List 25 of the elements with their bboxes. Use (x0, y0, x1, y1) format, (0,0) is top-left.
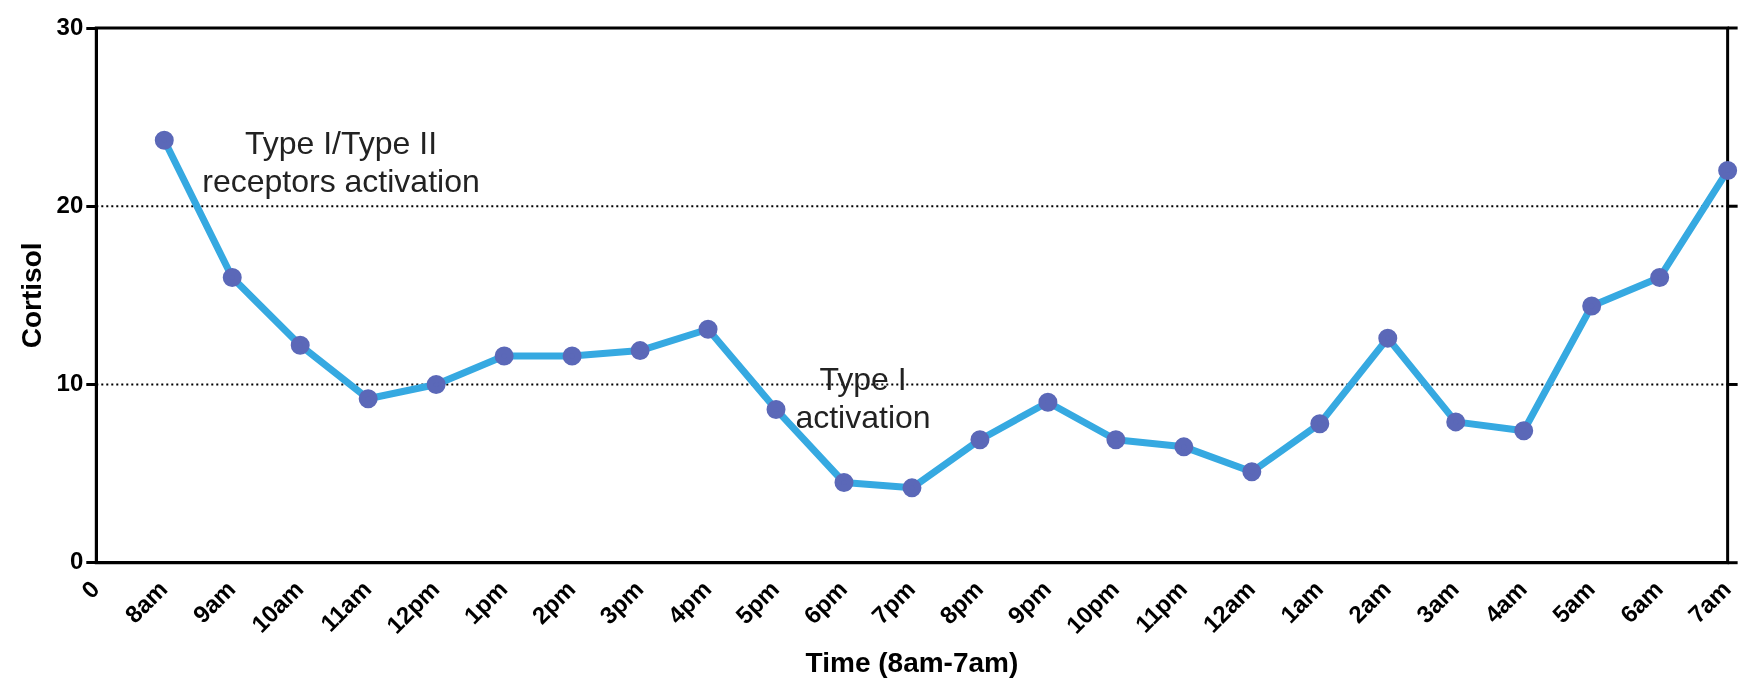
x-tick-label: 4am (1478, 575, 1532, 629)
y-tick-label: 30 (56, 12, 84, 40)
y-tick-label: 10 (56, 369, 84, 397)
x-tick-label: 8pm (934, 575, 989, 630)
y-tick-label: 0 (69, 547, 84, 575)
x-tick-label: 5am (1546, 575, 1600, 629)
x-tick-label: 4pm (662, 575, 717, 630)
x-tick-label: 8am (119, 575, 173, 629)
x-tick-label: 7am (1682, 575, 1736, 629)
x-tick-label: 0 (75, 575, 105, 604)
x-tick-label: 1am (1274, 575, 1329, 629)
annotation: Type I/Type II receptors activation (202, 125, 480, 200)
x-tick-label: 2am (1342, 575, 1396, 629)
y-tick-label: 20 (56, 190, 84, 218)
x-tick-label: 9am (187, 575, 241, 629)
y-axis-title: Cortisol (15, 242, 47, 349)
annotation: Type I activation (795, 360, 931, 435)
x-axis-title: Time (8am-7am) (805, 646, 1019, 678)
x-tick-label: 3pm (594, 575, 649, 630)
x-tick-label: 6am (1614, 575, 1668, 629)
x-tick-label: 3am (1410, 575, 1464, 629)
x-tick-label: 7pm (866, 575, 921, 630)
x-tick-label: 9pm (1002, 575, 1057, 630)
x-tick-label: 6pm (798, 575, 853, 630)
x-tick-label: 5pm (730, 575, 785, 630)
